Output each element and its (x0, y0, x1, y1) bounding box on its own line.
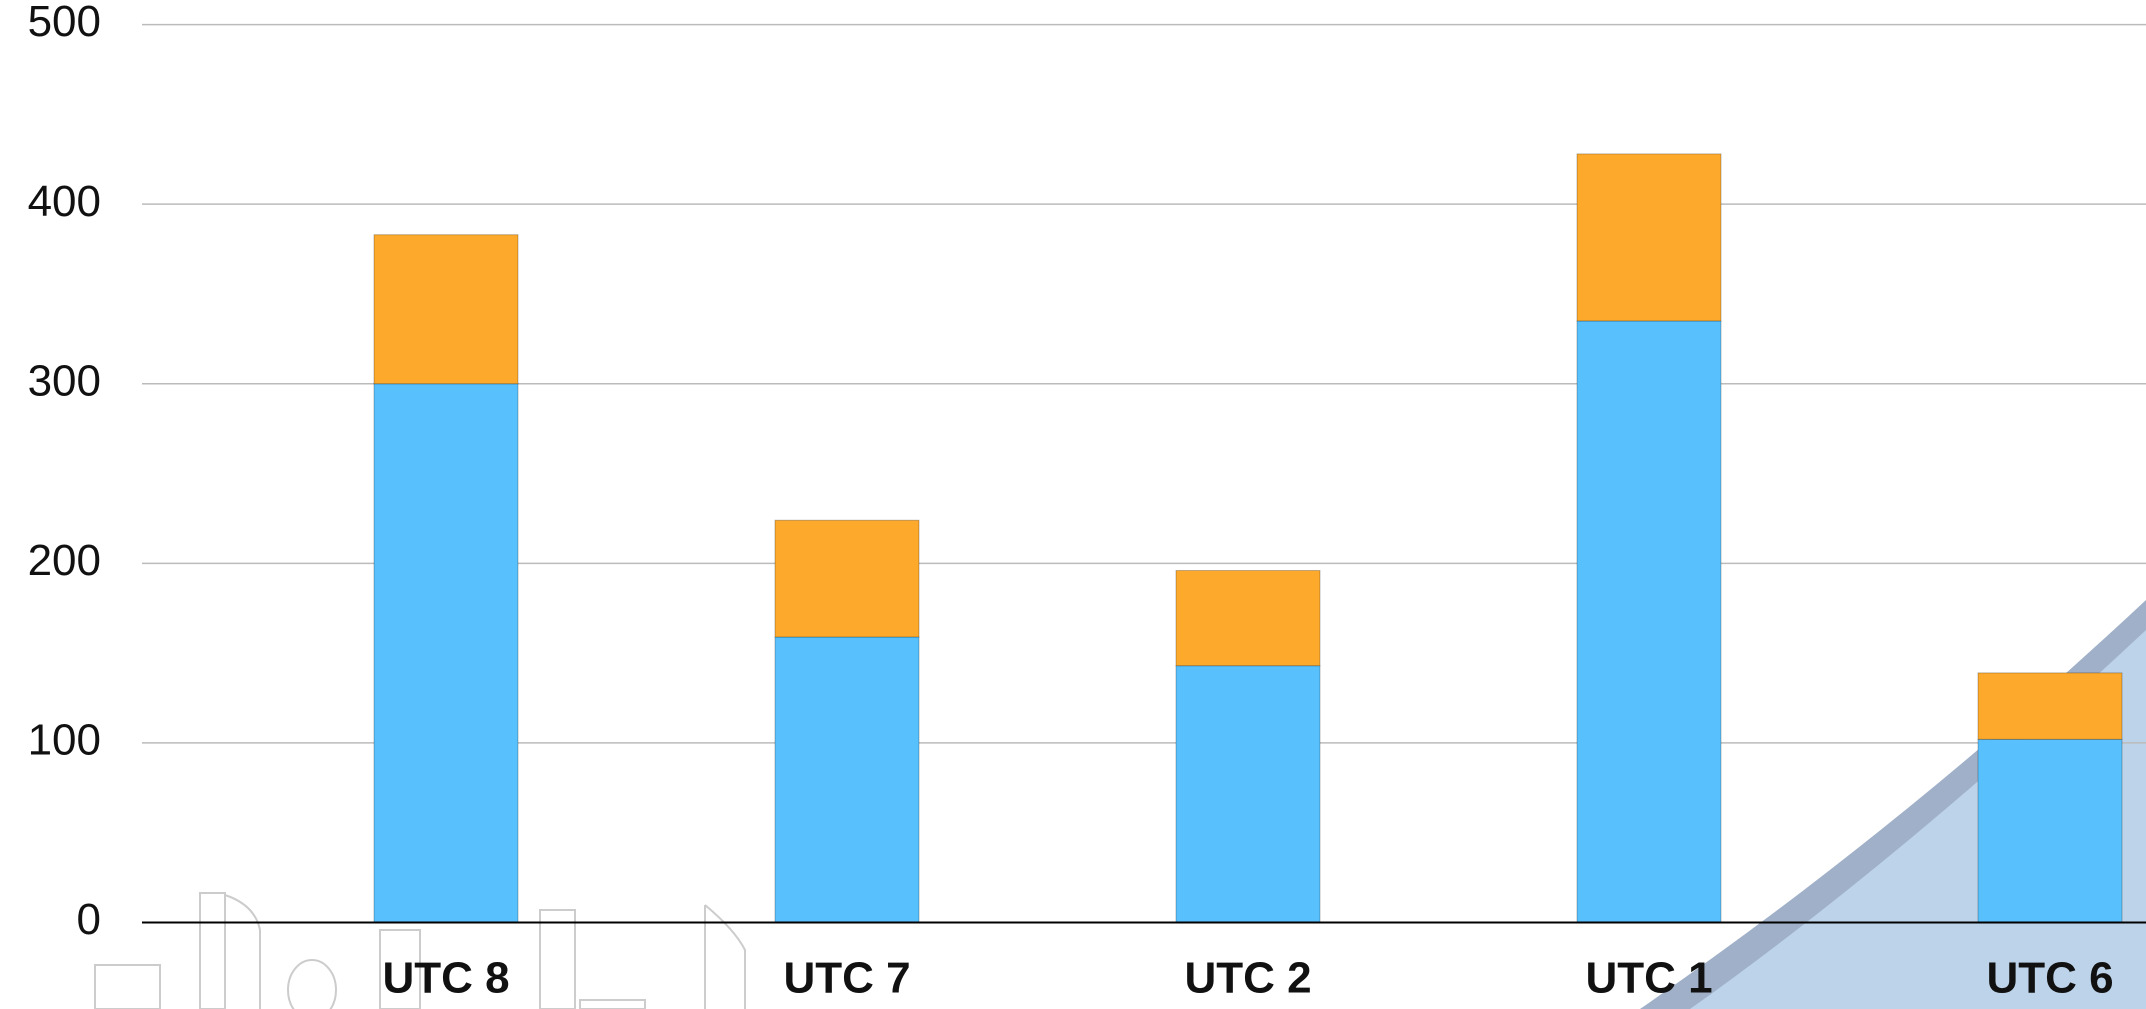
y-tick-label: 500 (28, 0, 101, 46)
bar-segment (1977, 738, 2123, 924)
x-tick-label: UTC 7 (783, 954, 910, 1003)
bar-segment (774, 636, 920, 923)
y-tick-label: 300 (28, 356, 101, 405)
bar-segment (1576, 153, 1722, 322)
bar-segment (1977, 672, 2123, 740)
bar-segment (1175, 570, 1321, 667)
x-tick-label: UTC 8 (382, 954, 509, 1003)
y-tick-label: 0 (77, 895, 101, 944)
bar-segment (1576, 320, 1722, 924)
y-tick-label: 100 (28, 716, 101, 765)
bar-segment (373, 383, 519, 923)
x-tick-label: UTC 6 (1986, 954, 2113, 1003)
y-tick-label: 200 (28, 536, 101, 585)
skyline (94, 892, 746, 1009)
bar-segment (774, 519, 920, 638)
y-tick-label: 400 (28, 177, 101, 226)
bar-segment (373, 234, 519, 385)
x-tick-label: UTC 2 (1184, 954, 1311, 1003)
bar-segment (1175, 665, 1321, 924)
x-tick-label: UTC 1 (1585, 954, 1712, 1003)
